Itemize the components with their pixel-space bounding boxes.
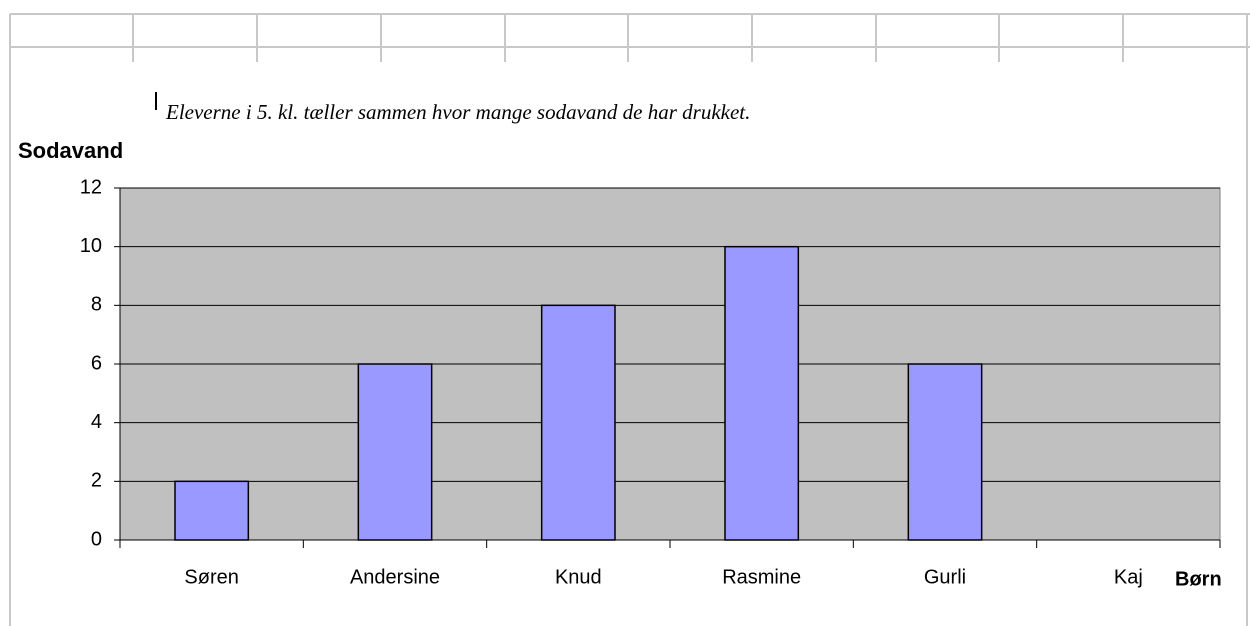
y-tick-label: 0	[91, 528, 102, 550]
chart-subtitle: Eleverne i 5. kl. tæller sammen hvor man…	[165, 100, 750, 124]
bar	[357, 363, 433, 541]
x-tick-label: Kaj	[1114, 566, 1143, 588]
y-tick-label: 2	[91, 470, 102, 492]
y-tick-label: 8	[91, 294, 102, 316]
x-axis-label: Børn	[1175, 568, 1222, 590]
x-tick-label: Rasmine	[722, 566, 801, 588]
x-tick-label: Knud	[555, 566, 602, 588]
bar	[724, 245, 800, 541]
y-tick-label: 10	[80, 235, 102, 257]
x-tick-label: Andersine	[350, 566, 440, 588]
y-axis-label: Sodavand	[18, 138, 123, 163]
y-tick-label: 12	[80, 176, 102, 198]
y-tick-label: 6	[91, 352, 102, 374]
y-tick-label: 4	[91, 411, 102, 433]
bar	[174, 480, 250, 541]
sheet-grid	[9, 13, 1250, 626]
x-tick-label: Søren	[184, 566, 238, 588]
bar	[540, 304, 616, 541]
bar	[907, 363, 983, 541]
x-tick-label: Gurli	[924, 566, 966, 588]
